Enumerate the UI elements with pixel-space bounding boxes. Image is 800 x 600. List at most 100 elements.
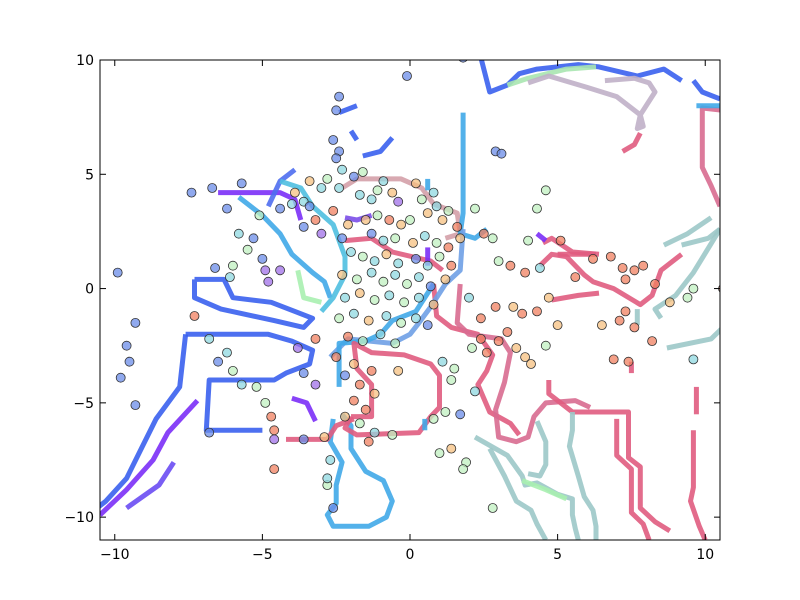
scatter-point-55 bbox=[304, 201, 315, 212]
scatter-point-109 bbox=[366, 267, 377, 278]
scatter-point-32 bbox=[328, 135, 339, 145]
scatter-point-105 bbox=[434, 251, 445, 262]
scatter-point-43 bbox=[242, 244, 253, 255]
scatter-point-17 bbox=[251, 381, 262, 392]
scatter-point-178 bbox=[617, 263, 628, 273]
scatter-point-130 bbox=[343, 331, 353, 342]
scatter-point-141 bbox=[360, 404, 371, 415]
scatter-point-20 bbox=[266, 411, 277, 422]
scatter-point-6 bbox=[130, 400, 141, 411]
scatter-point-80 bbox=[443, 205, 454, 216]
scatter-point-31 bbox=[331, 105, 342, 116]
scatter-point-21 bbox=[269, 425, 280, 436]
scatter-point-68 bbox=[354, 189, 365, 200]
scatter-point-135 bbox=[348, 359, 359, 369]
scatter-point-158 bbox=[502, 327, 513, 337]
scatter-point-8 bbox=[207, 183, 218, 193]
scatter-point-61 bbox=[316, 183, 327, 193]
scatter-point-29 bbox=[328, 503, 339, 513]
scatter-point-50 bbox=[263, 276, 274, 287]
scatter-point-179 bbox=[629, 265, 640, 276]
x-tick-label-3: 5 bbox=[553, 547, 562, 563]
scatter-point-14 bbox=[213, 356, 224, 367]
scatter-point-60 bbox=[322, 173, 333, 184]
scatter-point-86 bbox=[360, 215, 371, 225]
scatter-point-42 bbox=[233, 228, 244, 239]
contour-line-46 bbox=[688, 430, 708, 540]
scatter-point-13 bbox=[222, 347, 232, 358]
scatter-point-185 bbox=[688, 283, 699, 294]
scatter-point-16 bbox=[236, 379, 247, 390]
contour-line-30 bbox=[527, 73, 658, 132]
contour-line-47 bbox=[566, 412, 599, 540]
scatter-point-121 bbox=[413, 292, 424, 303]
scatter-point-47 bbox=[257, 253, 268, 264]
scatter-point-59 bbox=[304, 176, 315, 187]
contour-line-31 bbox=[691, 79, 720, 102]
axis-ticks: −10 −5 0 5 10 10 5 0 −5 −10 bbox=[64, 53, 720, 563]
scatter-point-168 bbox=[505, 260, 516, 271]
scatter-point-5 bbox=[115, 372, 126, 383]
y-tick-label-3: −5 bbox=[73, 396, 94, 412]
contour-line-28 bbox=[478, 60, 683, 95]
scatter-point-131 bbox=[357, 336, 368, 347]
scatter-point-199 bbox=[434, 448, 445, 459]
scatter-point-81 bbox=[452, 221, 463, 232]
scatter-point-120 bbox=[399, 297, 410, 308]
scatter-point-142 bbox=[340, 411, 350, 422]
scatter-point-190 bbox=[608, 354, 619, 365]
scatter-point-76 bbox=[428, 187, 439, 198]
scatter-point-147 bbox=[387, 429, 398, 440]
scatter-point-181 bbox=[620, 274, 631, 285]
scatter-point-119 bbox=[384, 290, 395, 301]
scatter-point-67 bbox=[357, 167, 368, 177]
scatter-point-128 bbox=[410, 313, 421, 324]
scatter-point-77 bbox=[422, 208, 433, 219]
scatter-point-111 bbox=[390, 269, 401, 280]
scatter-point-114 bbox=[425, 281, 436, 292]
scatter-point-88 bbox=[384, 215, 395, 225]
scatter-point-167 bbox=[493, 256, 504, 267]
scatter-point-170 bbox=[535, 263, 545, 273]
contour-line-2 bbox=[100, 334, 189, 509]
scatter-point-58 bbox=[316, 228, 327, 239]
scatter-point-207 bbox=[464, 292, 474, 303]
scatter-point-108 bbox=[351, 274, 362, 285]
scatter-point-3 bbox=[121, 340, 132, 351]
scatter-point-192 bbox=[688, 354, 699, 365]
scatter-point-30 bbox=[334, 91, 345, 102]
scatter-point-193 bbox=[620, 306, 631, 317]
scatter-point-166 bbox=[543, 292, 554, 303]
scatter-point-113 bbox=[413, 272, 424, 283]
scatter-point-57 bbox=[298, 221, 309, 232]
scatter-point-53 bbox=[289, 187, 300, 198]
scatter-point-15 bbox=[227, 365, 238, 376]
scatter-point-73 bbox=[393, 196, 404, 207]
scatter-point-143 bbox=[354, 418, 365, 429]
scatter-point-37 bbox=[458, 60, 468, 63]
scatter-point-79 bbox=[437, 215, 448, 225]
scatter-point-35 bbox=[337, 164, 348, 175]
scatter-point-83 bbox=[470, 203, 480, 214]
scatter-point-164 bbox=[517, 308, 528, 319]
scatter-point-2 bbox=[130, 317, 141, 328]
scatter-point-165 bbox=[508, 301, 519, 312]
scatter-point-45 bbox=[210, 263, 221, 273]
scatter-point-7 bbox=[186, 187, 197, 198]
scatter-point-71 bbox=[378, 176, 389, 187]
contour-line-51 bbox=[521, 478, 568, 502]
contour-line-3 bbox=[100, 398, 200, 517]
scatter-point-84 bbox=[478, 228, 489, 239]
scatter-point-36 bbox=[402, 71, 412, 81]
contour-line-4 bbox=[125, 460, 176, 511]
scatter-point-112 bbox=[402, 279, 412, 289]
contour-line-9 bbox=[295, 269, 323, 305]
scatter-point-152 bbox=[437, 356, 448, 367]
scatter-point-197 bbox=[446, 443, 457, 454]
scatter-point-92 bbox=[378, 235, 389, 246]
scatter-point-145 bbox=[393, 365, 404, 376]
y-tick-label-2: 0 bbox=[85, 282, 94, 298]
scatter-point-173 bbox=[540, 185, 551, 196]
scatter-point-176 bbox=[588, 253, 598, 264]
scatter-point-206 bbox=[475, 313, 486, 324]
